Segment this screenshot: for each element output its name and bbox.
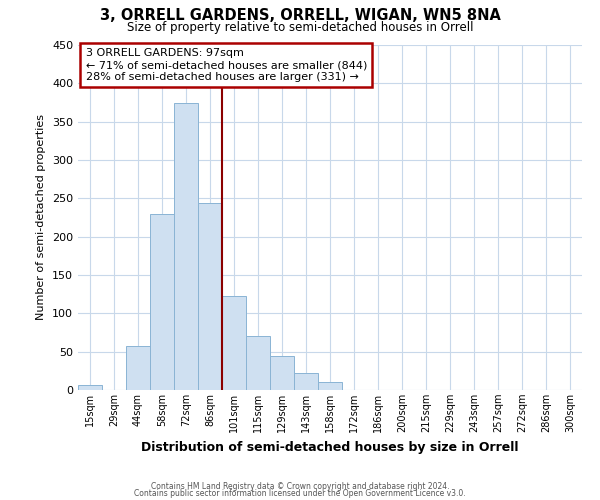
Bar: [246, 336, 270, 390]
Bar: [270, 356, 294, 390]
X-axis label: Distribution of semi-detached houses by size in Orrell: Distribution of semi-detached houses by …: [141, 440, 519, 454]
Text: Size of property relative to semi-detached houses in Orrell: Size of property relative to semi-detach…: [127, 21, 473, 34]
Bar: [78, 384, 102, 390]
Bar: [150, 214, 174, 390]
Text: Contains HM Land Registry data © Crown copyright and database right 2024.: Contains HM Land Registry data © Crown c…: [151, 482, 449, 491]
Bar: [198, 203, 222, 390]
Bar: [174, 102, 198, 390]
Text: 3 ORRELL GARDENS: 97sqm
← 71% of semi-detached houses are smaller (844)
28% of s: 3 ORRELL GARDENS: 97sqm ← 71% of semi-de…: [86, 48, 367, 82]
Bar: [318, 382, 342, 390]
Text: Contains public sector information licensed under the Open Government Licence v3: Contains public sector information licen…: [134, 489, 466, 498]
Bar: [126, 346, 150, 390]
Bar: [294, 373, 318, 390]
Y-axis label: Number of semi-detached properties: Number of semi-detached properties: [37, 114, 46, 320]
Bar: [222, 296, 246, 390]
Text: 3, ORRELL GARDENS, ORRELL, WIGAN, WN5 8NA: 3, ORRELL GARDENS, ORRELL, WIGAN, WN5 8N…: [100, 8, 500, 22]
